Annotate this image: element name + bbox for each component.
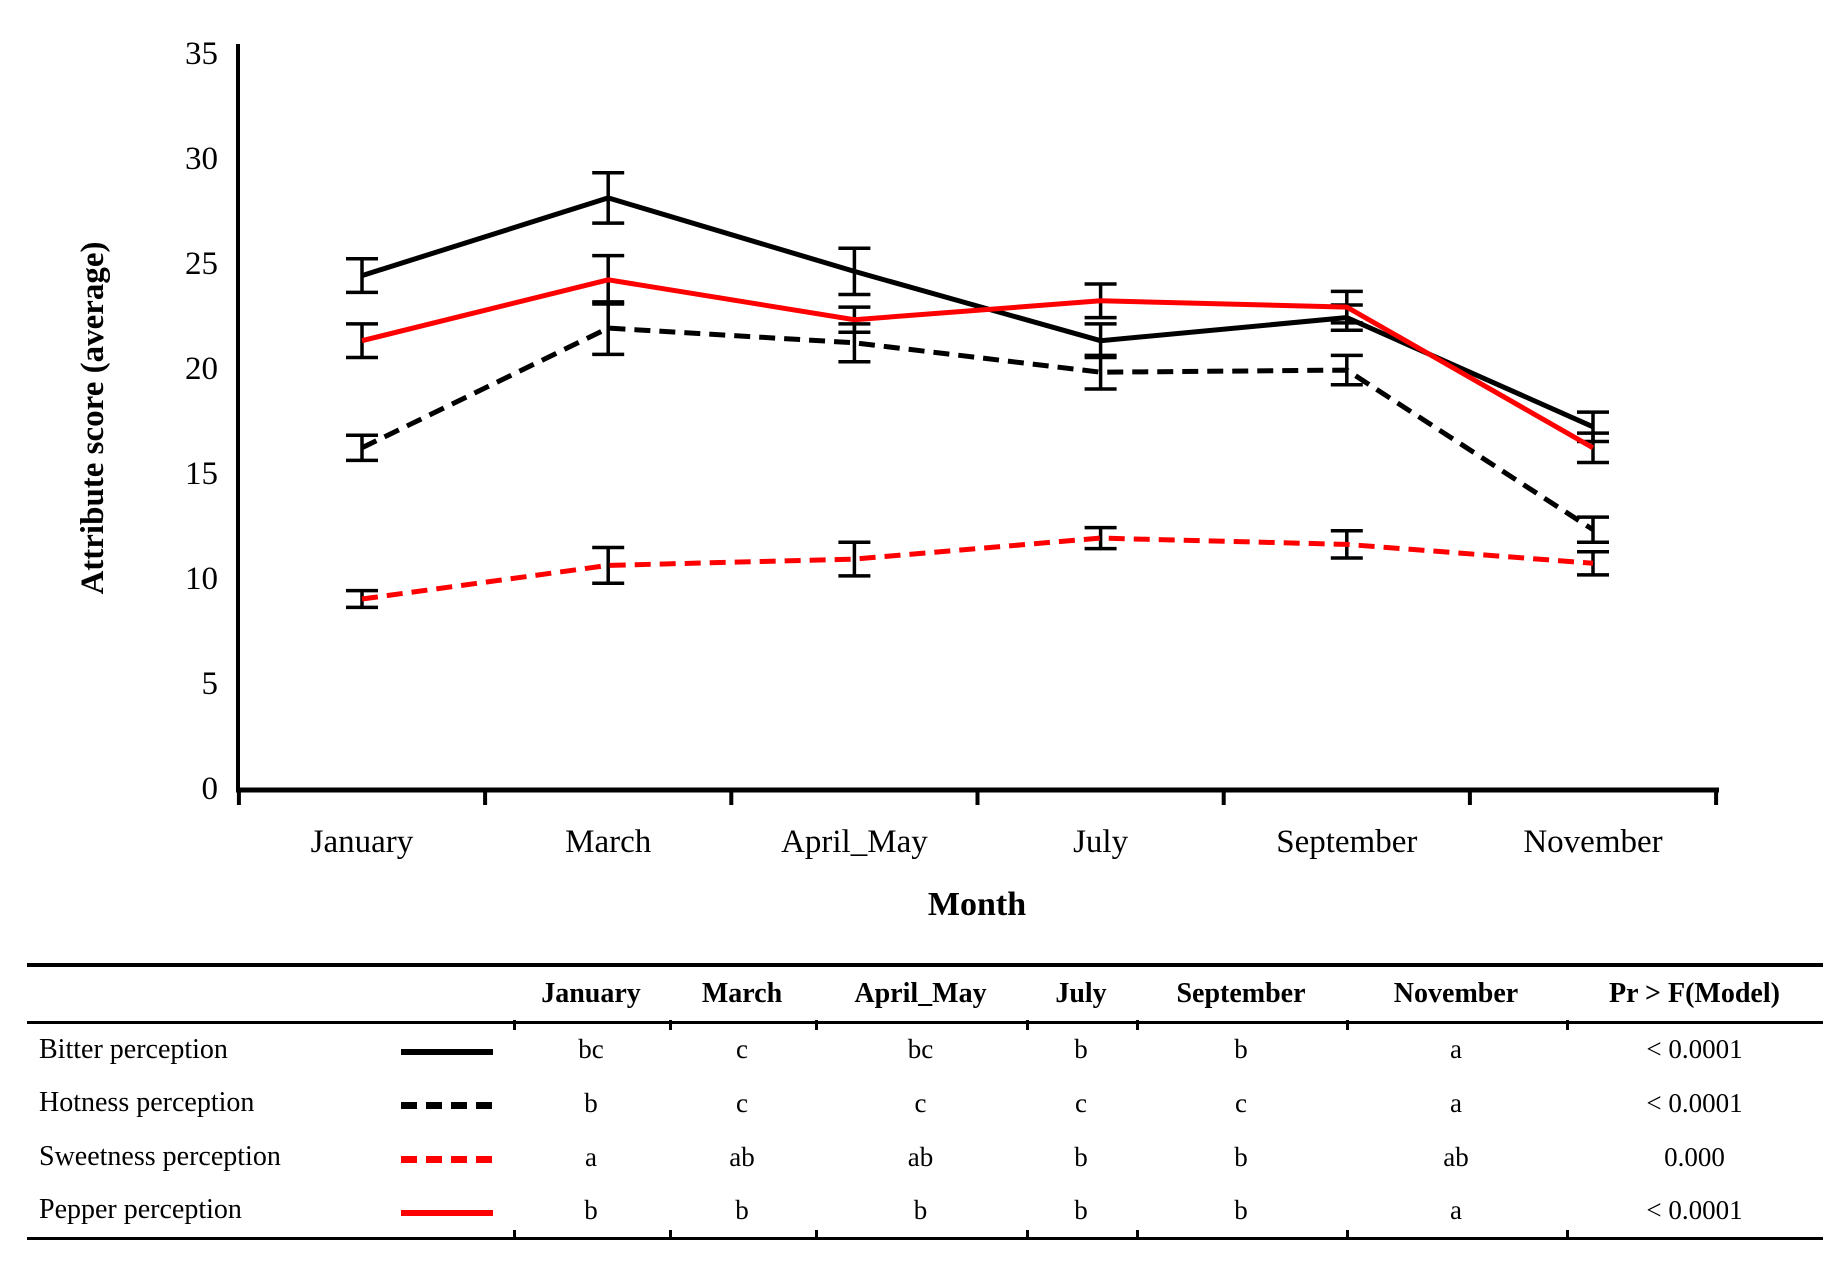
column-boundary-tick (1026, 1230, 1029, 1240)
significance-table-container: January March April_May July September Novemb… (27, 963, 1823, 1240)
row-label: Sweetness perception (39, 1141, 281, 1172)
sig-cell: < 0.0001 (1646, 1034, 1743, 1065)
column-header: March (701, 977, 783, 1009)
significance-table: January March April_May July September Novemb… (27, 963, 1823, 1240)
series-line-bitter-perception (361, 195, 1595, 430)
y-tick-label: 20 (185, 351, 218, 387)
y-tick-label: 30 (185, 141, 218, 177)
column-boundary-tick (1566, 1230, 1569, 1240)
y-tick-label: 10 (185, 561, 218, 597)
sig-cell: c (1235, 1087, 1247, 1118)
column-boundary-tick (669, 1020, 672, 1030)
sig-cell: c (736, 1087, 748, 1118)
x-tick-label: November (1523, 824, 1662, 860)
series-line-pepper-perception (361, 277, 1595, 450)
x-tick-label: April_May (781, 824, 928, 860)
sig-cell: b (913, 1194, 928, 1225)
table-row: Hotness perception b c c c c a < 0.0001 (27, 1076, 1823, 1130)
table-row: Pepper perception b b b b b a < 0.0001 (27, 1184, 1823, 1238)
sig-cell: c (914, 1087, 927, 1118)
sig-cell: 0.000 (1664, 1141, 1725, 1172)
table-header: January March April_May July September Novemb… (27, 965, 1823, 1022)
column-boundary-tick (1026, 1020, 1029, 1030)
sig-cell: a (1450, 1087, 1462, 1118)
x-tick-label: September (1276, 824, 1417, 860)
swatch-cell (380, 1076, 513, 1130)
x-tick-label: March (565, 824, 652, 860)
column-header: July (1055, 977, 1107, 1009)
sig-cell: b (1074, 1194, 1088, 1225)
y-tick-label: 5 (202, 666, 219, 702)
column-header: September (1176, 977, 1306, 1009)
y-axis-title: Attribute score (average) (75, 241, 111, 594)
sig-cell: b (1234, 1194, 1248, 1225)
sig-cell: < 0.0001 (1646, 1087, 1743, 1118)
swatch-cell (380, 1130, 513, 1184)
sig-cell: b (1234, 1034, 1248, 1065)
row-label: Pepper perception (39, 1194, 242, 1226)
column-header: April_May (854, 977, 987, 1009)
sig-cell: ab (907, 1141, 934, 1172)
legend-line-swatch (400, 1209, 493, 1216)
sig-cell: bc (578, 1034, 604, 1065)
row-label: Bitter perception (39, 1033, 228, 1065)
sig-cell: ab (1443, 1141, 1469, 1172)
column-header: November (1393, 977, 1519, 1009)
row-label: Hotness perception (39, 1087, 255, 1118)
table-body: Bitter perception bc c bc b b a < 0.0001 Hotness… (27, 1022, 1823, 1238)
line-chart: 0 5 10 15 20 25 30 35 January March April_May July S… (75, 36, 1719, 923)
column-boundary-tick (513, 1020, 516, 1030)
swatch-cell (380, 1022, 513, 1076)
sig-cell: a (1450, 1034, 1462, 1065)
sig-cell: c (736, 1034, 748, 1065)
sig-cell: a (585, 1141, 597, 1172)
column-boundary-tick (669, 1230, 672, 1240)
x-axis-title: Month (928, 886, 1026, 923)
x-tick-label: January (311, 824, 414, 860)
sig-cell: c (1075, 1087, 1087, 1118)
swatch-cell (380, 1184, 513, 1238)
legend-line-swatch (400, 1049, 493, 1056)
sig-cell: b (584, 1087, 598, 1118)
sig-cell: ab (729, 1141, 755, 1172)
column-boundary-tick (1566, 1020, 1569, 1030)
series-line-sweetness-perception (361, 535, 1594, 602)
sig-cell: b (1074, 1034, 1088, 1065)
series-line-hotness-perception (360, 325, 1595, 532)
y-tick-label: 0 (202, 771, 219, 807)
table-row: Bitter perception bc c bc b b a < 0.0001 (27, 1022, 1823, 1076)
table-row: Sweetness perception a ab ab b b ab 0.000 (27, 1130, 1823, 1184)
y-tick-label: 25 (185, 246, 218, 282)
chart-generated-content: 0 5 10 15 20 25 30 35 January March April_May July S… (185, 36, 1719, 860)
column-boundary-tick (513, 1230, 516, 1240)
y-tick-label: 15 (185, 456, 218, 492)
sig-cell: a (1450, 1194, 1462, 1225)
column-boundary-tick (815, 1020, 818, 1030)
column-boundary-tick (815, 1230, 818, 1240)
header-spacer-swatch (380, 965, 513, 1022)
sig-cell: b (1074, 1141, 1088, 1172)
sig-cell: b (584, 1194, 598, 1225)
sig-cell: < 0.0001 (1646, 1194, 1743, 1225)
column-boundary-tick (1136, 1020, 1139, 1030)
sig-cell: b (1234, 1141, 1248, 1172)
y-tick-label: 35 (185, 36, 218, 72)
column-boundary-tick (1346, 1020, 1349, 1030)
column-boundary-tick (1136, 1230, 1139, 1240)
column-header: January (541, 977, 641, 1009)
sig-cell: b (735, 1194, 749, 1225)
header-spacer-label (27, 965, 380, 1022)
column-header: Pr > F(Model) (1609, 977, 1780, 1009)
legend-line-swatch (400, 1155, 493, 1163)
sig-cell: bc (907, 1034, 934, 1065)
legend-line-swatch (400, 1101, 493, 1109)
x-tick-label: July (1073, 824, 1129, 860)
column-boundary-tick (1346, 1230, 1349, 1240)
